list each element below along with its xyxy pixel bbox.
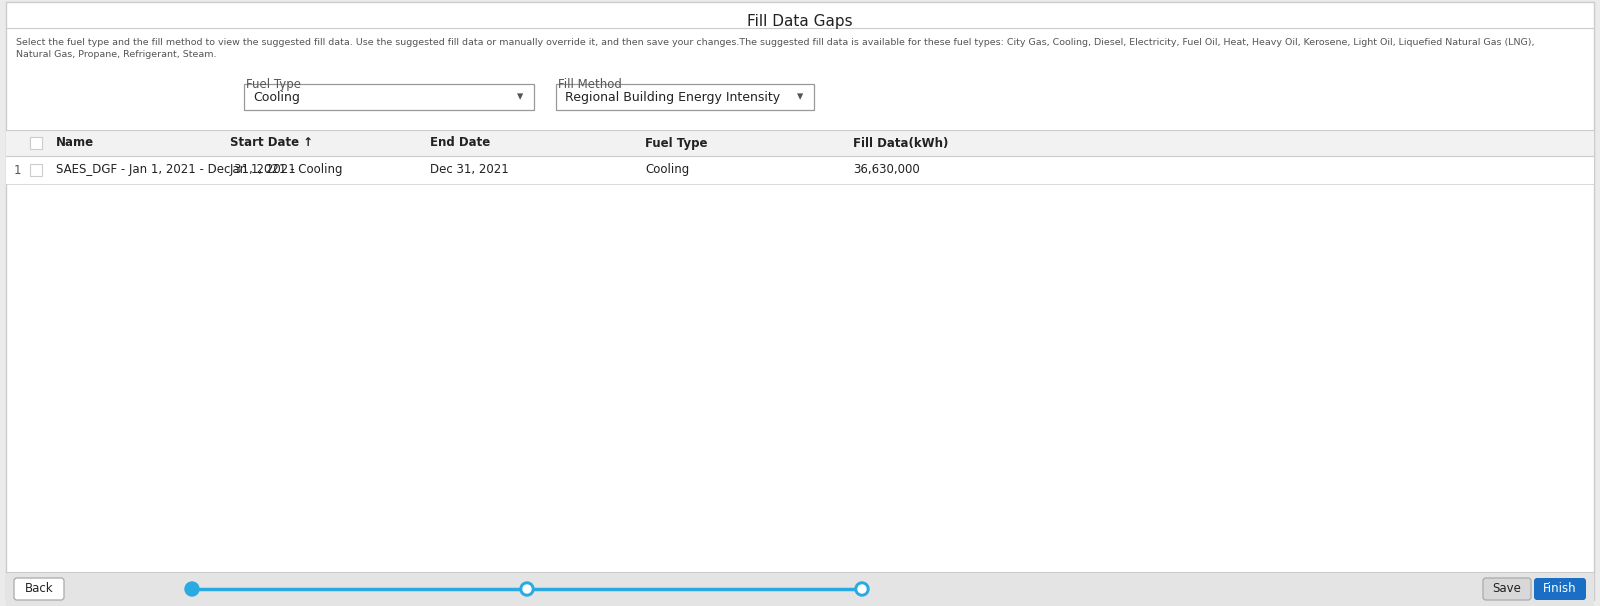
Text: Start Date ↑: Start Date ↑ <box>230 136 314 150</box>
Text: 1: 1 <box>14 164 21 176</box>
Text: ▾: ▾ <box>517 90 523 104</box>
Bar <box>557 84 814 110</box>
Bar <box>30 164 42 176</box>
Text: Select the fuel type and the fill method to view the suggested fill data. Use th: Select the fuel type and the fill method… <box>16 38 1534 47</box>
Text: Cooling: Cooling <box>645 164 690 176</box>
Text: Back: Back <box>24 582 53 596</box>
Text: Fill Method: Fill Method <box>558 78 622 91</box>
Text: Fill Data(kWh): Fill Data(kWh) <box>853 136 949 150</box>
FancyBboxPatch shape <box>14 578 64 600</box>
Text: 36,630,000: 36,630,000 <box>853 164 920 176</box>
Circle shape <box>854 582 869 596</box>
Bar <box>243 84 534 110</box>
FancyBboxPatch shape <box>1483 578 1531 600</box>
Text: Jan 1, 2021: Jan 1, 2021 <box>230 164 296 176</box>
Circle shape <box>858 585 866 593</box>
Text: Dec 31, 2021: Dec 31, 2021 <box>430 164 509 176</box>
FancyBboxPatch shape <box>1534 578 1586 600</box>
Bar <box>6 130 1594 156</box>
Bar <box>6 572 1594 606</box>
Circle shape <box>520 582 534 596</box>
Text: Fill Data Gaps: Fill Data Gaps <box>747 14 853 29</box>
Text: Fuel Type: Fuel Type <box>246 78 301 91</box>
Text: Regional Building Energy Intensity: Regional Building Energy Intensity <box>565 90 781 104</box>
Text: Cooling: Cooling <box>253 90 299 104</box>
Circle shape <box>186 582 198 596</box>
Text: Name: Name <box>56 136 94 150</box>
Bar <box>6 156 1594 184</box>
Text: End Date: End Date <box>430 136 490 150</box>
Circle shape <box>523 585 531 593</box>
Text: Finish: Finish <box>1542 582 1578 596</box>
Text: Fuel Type: Fuel Type <box>645 136 707 150</box>
Text: SAES_DGF - Jan 1, 2021 - Dec 31, 2021 - Cooling: SAES_DGF - Jan 1, 2021 - Dec 31, 2021 - … <box>56 164 342 176</box>
Bar <box>30 137 42 149</box>
Text: Natural Gas, Propane, Refrigerant, Steam.: Natural Gas, Propane, Refrigerant, Steam… <box>16 50 216 59</box>
Text: ▾: ▾ <box>797 90 803 104</box>
Text: Save: Save <box>1493 582 1522 596</box>
